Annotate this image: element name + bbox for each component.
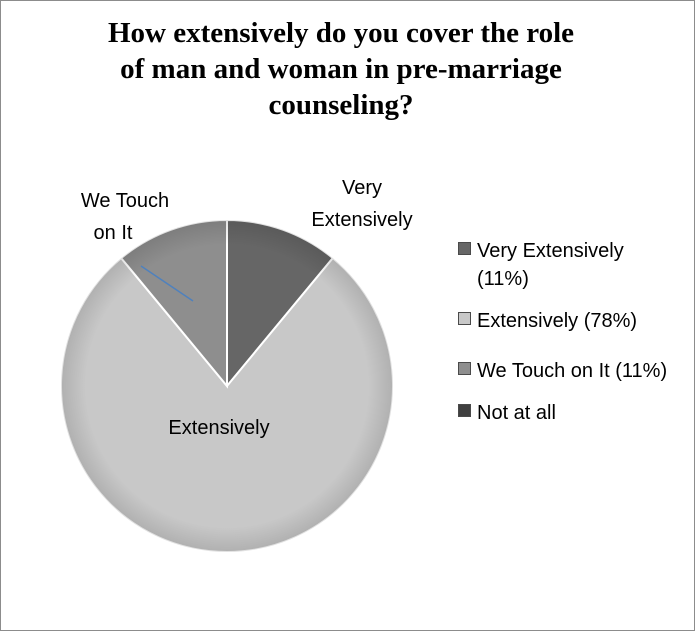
pie-shading xyxy=(61,220,393,552)
legend-swatch-very-extensively xyxy=(458,242,471,255)
pie-slices xyxy=(60,218,394,553)
chart-title: How extensively do you cover the role of… xyxy=(61,15,621,123)
legend-label: Extensively (78%) xyxy=(477,310,638,332)
slice-label: Extensively xyxy=(311,209,412,231)
legend-swatch-extensively xyxy=(458,312,471,325)
legend-label: Very Extensively (11%) xyxy=(477,240,624,290)
legend-item-not-at-all: Not at all xyxy=(458,399,688,427)
legend-label: We Touch on It (11%) xyxy=(477,360,668,382)
legend-item-very-extensively: Very Extensively (11%) xyxy=(458,237,688,293)
leader-line xyxy=(140,265,194,302)
legend-swatch-we-touch-on-it xyxy=(458,362,471,375)
legend-swatch-not-at-all xyxy=(458,404,471,417)
slice-label: on It xyxy=(94,222,133,244)
slice-label: Extensively xyxy=(168,417,269,439)
legend-item-extensively: Extensively (78%) xyxy=(458,307,688,335)
chart-title-line-1: How extensively do you cover the role xyxy=(107,17,575,49)
slice-label: We Touch xyxy=(81,190,169,212)
legend-item-we-touch-on-it: We Touch on It (11%) xyxy=(458,357,688,385)
legend-label: Not at all xyxy=(477,402,556,424)
chart-title-line-2: of man and woman in pre-marriage xyxy=(120,53,562,85)
chart-title-line-3: counseling? xyxy=(268,89,414,121)
legend: Very Extensively (11%) Extensively (78%)… xyxy=(458,237,688,441)
pie-labels: Very Extensively Extensively We Touch on It xyxy=(81,177,413,439)
slice-label: Very xyxy=(342,177,382,199)
